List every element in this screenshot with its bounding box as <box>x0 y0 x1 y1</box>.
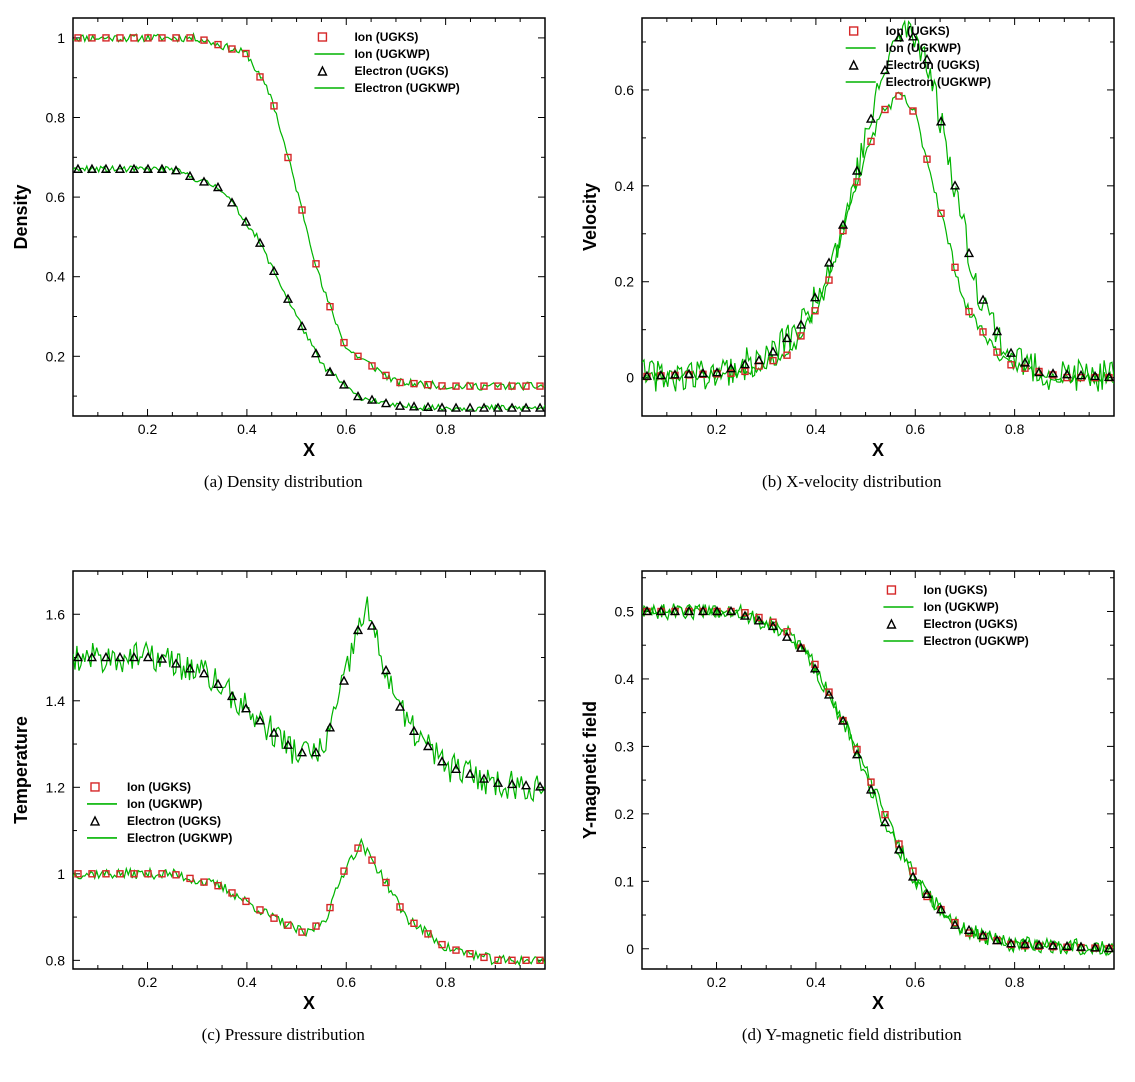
svg-text:Electron (UGKWP): Electron (UGKWP) <box>127 831 232 845</box>
svg-text:0.8: 0.8 <box>1005 974 1025 990</box>
svg-text:Electron (UGKS): Electron (UGKS) <box>885 58 979 72</box>
svg-text:1: 1 <box>57 30 65 46</box>
svg-text:0.6: 0.6 <box>905 974 925 990</box>
panel-b: 0.2 0.4 0.6 0.8 0 0.2 0.4 0.6 X Velocity Ion (UGKS… <box>577 8 1128 521</box>
svg-text:1: 1 <box>57 866 65 882</box>
caption-b-text: X-velocity distribution <box>786 472 941 491</box>
svg-text:Y-magnetic field: Y-magnetic field <box>580 701 600 839</box>
svg-text:Electron (UGKS): Electron (UGKS) <box>923 617 1017 631</box>
svg-text:Ion (UGKWP): Ion (UGKWP) <box>127 797 202 811</box>
svg-text:0.8: 0.8 <box>1005 421 1025 437</box>
svg-text:0.2: 0.2 <box>46 348 66 364</box>
caption-d: (d) Y-magnetic field distribution <box>742 1025 962 1045</box>
panel-a: 0.2 0.4 0.6 0.8 0.2 0.4 0.6 0.8 1 X Density Ion (UG… <box>8 8 559 521</box>
svg-text:1.4: 1.4 <box>46 693 66 709</box>
svg-text:0: 0 <box>626 941 634 957</box>
svg-text:X: X <box>303 440 315 460</box>
svg-text:X: X <box>872 440 884 460</box>
caption-d-text: Y-magnetic field distribution <box>765 1025 961 1044</box>
panel-c: 0.2 0.4 0.6 0.8 0.8 1 1.2 1.4 1.6 X Temperature Ion… <box>8 561 559 1074</box>
svg-text:Electron (UGKWP): Electron (UGKWP) <box>355 81 460 95</box>
svg-text:0.8: 0.8 <box>436 974 456 990</box>
svg-text:0.6: 0.6 <box>337 421 357 437</box>
figure-grid: 0.2 0.4 0.6 0.8 0.2 0.4 0.6 0.8 1 X Density Ion (UG… <box>8 8 1127 1074</box>
svg-text:Density: Density <box>11 184 31 249</box>
caption-a-label: (a) <box>204 472 223 491</box>
svg-text:0.4: 0.4 <box>237 974 257 990</box>
svg-text:0.4: 0.4 <box>806 421 826 437</box>
svg-text:0.4: 0.4 <box>614 671 634 687</box>
svg-text:0.2: 0.2 <box>614 806 634 822</box>
caption-c: (c) Pressure distribution <box>202 1025 365 1045</box>
svg-text:0.6: 0.6 <box>337 974 357 990</box>
svg-text:X: X <box>303 993 315 1013</box>
svg-text:Electron (UGKWP): Electron (UGKWP) <box>923 634 1028 648</box>
svg-text:Electron (UGKS): Electron (UGKS) <box>355 64 449 78</box>
svg-text:1.6: 1.6 <box>46 606 66 622</box>
svg-text:Electron (UGKS): Electron (UGKS) <box>127 814 221 828</box>
caption-a-text: Density distribution <box>227 472 363 491</box>
svg-text:Ion (UGKS): Ion (UGKS) <box>885 24 949 38</box>
svg-text:0.8: 0.8 <box>46 952 66 968</box>
panel-d: 0.2 0.4 0.6 0.8 0 0.1 0.2 0.3 0.4 0.5 X Y-magnetic … <box>577 561 1128 1074</box>
svg-text:0: 0 <box>626 370 634 386</box>
svg-text:Electron (UGKWP): Electron (UGKWP) <box>885 75 990 89</box>
chart-ymagnetic: 0.2 0.4 0.6 0.8 0 0.1 0.2 0.3 0.4 0.5 X Y-magnetic … <box>578 561 1126 1021</box>
svg-text:0.8: 0.8 <box>436 421 456 437</box>
svg-text:0.4: 0.4 <box>614 178 634 194</box>
svg-text:Temperature: Temperature <box>11 716 31 824</box>
caption-b: (b) X-velocity distribution <box>762 472 941 492</box>
caption-a: (a) Density distribution <box>204 472 363 492</box>
caption-c-text: Pressure distribution <box>225 1025 365 1044</box>
svg-text:0.5: 0.5 <box>614 603 634 619</box>
svg-text:0.2: 0.2 <box>138 421 158 437</box>
svg-text:0.3: 0.3 <box>614 738 634 754</box>
svg-text:0.4: 0.4 <box>806 974 826 990</box>
chart-velocity: 0.2 0.4 0.6 0.8 0 0.2 0.4 0.6 X Velocity Ion (UGKS… <box>578 8 1126 468</box>
chart-density: 0.2 0.4 0.6 0.8 0.2 0.4 0.6 0.8 1 X Density Ion (UG… <box>9 8 557 468</box>
svg-text:Ion (UGKWP): Ion (UGKWP) <box>923 600 998 614</box>
caption-d-label: (d) <box>742 1025 762 1044</box>
svg-text:X: X <box>872 993 884 1013</box>
svg-text:0.2: 0.2 <box>138 974 158 990</box>
caption-c-label: (c) <box>202 1025 221 1044</box>
svg-text:Velocity: Velocity <box>580 183 600 251</box>
svg-text:Ion (UGKWP): Ion (UGKWP) <box>355 47 430 61</box>
svg-text:0.2: 0.2 <box>707 421 727 437</box>
svg-text:Ion (UGKS): Ion (UGKS) <box>127 780 191 794</box>
svg-text:0.6: 0.6 <box>46 189 66 205</box>
svg-text:0.6: 0.6 <box>905 421 925 437</box>
svg-text:0.1: 0.1 <box>614 873 634 889</box>
svg-text:0.4: 0.4 <box>46 269 66 285</box>
chart-temperature: 0.2 0.4 0.6 0.8 0.8 1 1.2 1.4 1.6 X Temperature Ion… <box>9 561 557 1021</box>
caption-b-label: (b) <box>762 472 782 491</box>
svg-text:0.2: 0.2 <box>614 274 634 290</box>
svg-text:Ion (UGKS): Ion (UGKS) <box>355 30 419 44</box>
svg-text:0.6: 0.6 <box>614 82 634 98</box>
svg-text:Ion (UGKWP): Ion (UGKWP) <box>885 41 960 55</box>
svg-text:1.2: 1.2 <box>46 779 66 795</box>
svg-text:0.2: 0.2 <box>707 974 727 990</box>
svg-text:0.8: 0.8 <box>46 110 66 126</box>
svg-text:0.4: 0.4 <box>237 421 257 437</box>
svg-text:Ion (UGKS): Ion (UGKS) <box>923 583 987 597</box>
